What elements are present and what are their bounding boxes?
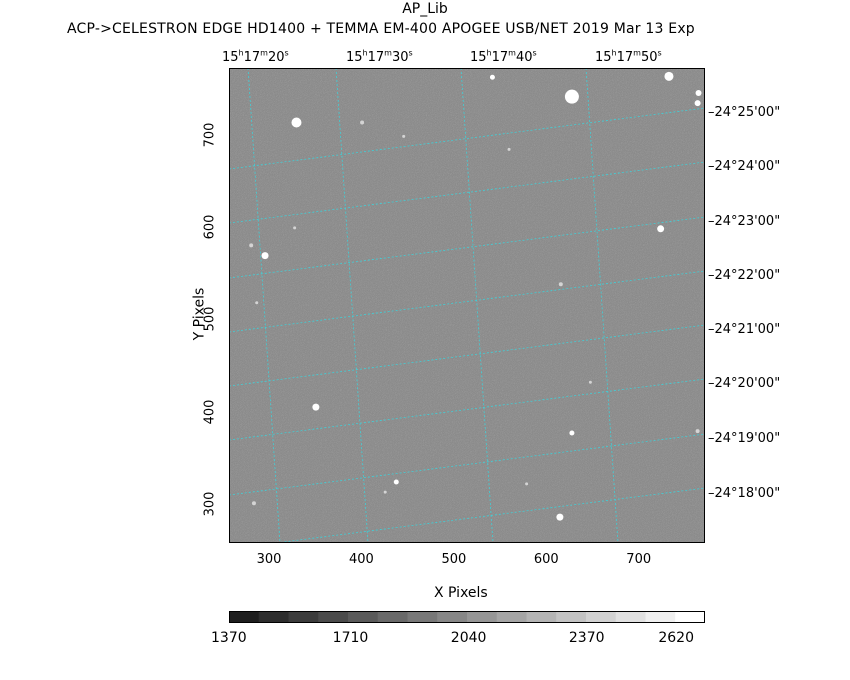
ra-label: 15h17m40s [470, 48, 537, 65]
ra-grid-line [247, 68, 281, 543]
y-tick-label: 600 [202, 214, 218, 240]
star [402, 134, 406, 138]
colorbar-step [615, 611, 646, 623]
observation-subtitle: ACP->CELESTRON EDGE HD1400 + TEMMA EM-40… [67, 21, 695, 37]
star [383, 490, 387, 494]
star [393, 479, 399, 485]
dec-label: –24°21'00" [708, 322, 781, 337]
star [588, 380, 592, 384]
stars [249, 71, 702, 521]
colorbar-step [258, 611, 289, 623]
star [558, 282, 563, 287]
dec-label: –24°19'00" [708, 431, 781, 446]
ra-grid-line [335, 68, 369, 543]
x-tick-label: 500 [441, 552, 467, 567]
star [261, 252, 269, 260]
ra-label: 15h17m30s [346, 48, 413, 65]
dec-label: –24°20'00" [708, 376, 781, 391]
ra-label: 15h17m20s [222, 48, 289, 65]
star [507, 147, 511, 151]
image-title: AP_Lib [402, 1, 448, 17]
colorbar [229, 611, 705, 623]
colorbar-step [229, 611, 260, 623]
star [291, 117, 302, 128]
star [556, 513, 564, 521]
colorbar-label: 1370 [211, 630, 247, 646]
star [360, 120, 365, 125]
x-tick-label: 700 [626, 552, 652, 567]
star [694, 100, 701, 107]
star [664, 71, 674, 81]
colorbar-step [556, 611, 587, 623]
colorbar-label: 1710 [332, 630, 369, 646]
ra-grid-line [460, 68, 494, 543]
star [695, 89, 702, 96]
x-tick-label: 600 [533, 552, 559, 567]
colorbar-step [526, 611, 557, 623]
x-axis-label: X Pixels [434, 585, 488, 601]
y-axis-label: Y Pixels [191, 287, 208, 341]
star [312, 403, 320, 411]
ra-label: 15h17m50s [595, 48, 662, 65]
y-tick-label: 300 [202, 491, 218, 517]
star [525, 482, 529, 486]
colorbar-step [586, 611, 617, 623]
colorbar-step [377, 611, 408, 623]
colorbar-step [675, 611, 705, 623]
sky-background [229, 68, 705, 543]
colorbar-label: 2370 [568, 630, 605, 646]
colorbar-step [348, 611, 379, 623]
dec-label: –24°22'00" [708, 268, 781, 283]
star [255, 301, 259, 305]
star [489, 74, 495, 80]
colorbar-step [288, 611, 319, 623]
x-tick-label: 300 [256, 552, 282, 567]
star [249, 243, 254, 248]
ra-grid-line [585, 68, 619, 543]
colorbar-label: 2040 [450, 630, 487, 646]
colorbar-step [407, 611, 438, 623]
star [657, 225, 665, 233]
colorbar-step [318, 611, 349, 623]
wcs-grid [229, 68, 705, 543]
colorbar-step [437, 611, 468, 623]
dec-label: –24°25'00" [708, 105, 781, 120]
star [695, 429, 700, 434]
dec-label: –24°18'00" [708, 486, 781, 501]
star-field-image[interactable] [229, 68, 705, 543]
star [251, 501, 256, 506]
colorbar-step [467, 611, 498, 623]
colorbar-label: 2620 [658, 630, 694, 646]
star [569, 430, 575, 436]
star [293, 226, 297, 230]
y-tick-label: 700 [202, 122, 218, 147]
colorbar-step [496, 611, 527, 623]
dec-label: –24°23'00" [708, 214, 781, 229]
colorbar-step [645, 611, 676, 623]
y-tick-label: 400 [202, 399, 218, 425]
plot-frame [229, 68, 705, 543]
dec-label: –24°24'00" [708, 159, 781, 174]
star [564, 89, 579, 104]
x-tick-label: 400 [349, 552, 374, 567]
